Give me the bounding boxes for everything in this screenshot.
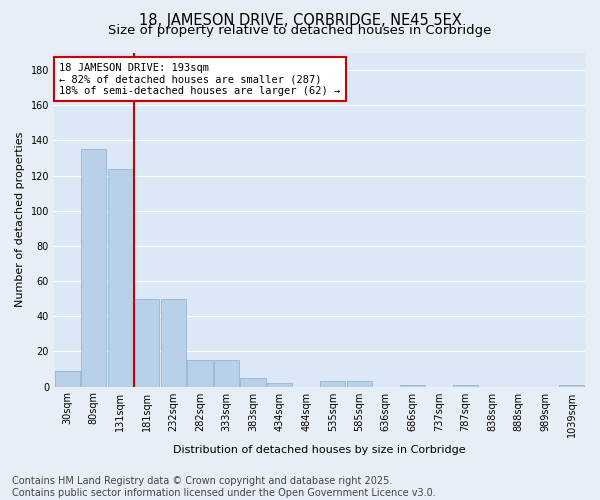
Bar (81, 149, 106, 386)
Bar (55, 370, 80, 386)
X-axis label: Distribution of detached houses by size in Corbridge: Distribution of detached houses by size … (173, 445, 466, 455)
Bar (559, 385, 584, 386)
Text: 18, JAMESON DRIVE, CORBRIDGE, NE45 5EX: 18, JAMESON DRIVE, CORBRIDGE, NE45 5EX (139, 12, 461, 28)
Text: 18 JAMESON DRIVE: 193sqm
← 82% of detached houses are smaller (287)
18% of semi-: 18 JAMESON DRIVE: 193sqm ← 82% of detach… (59, 62, 340, 96)
Bar (347, 382, 372, 386)
Bar (320, 382, 346, 386)
Bar (453, 385, 478, 386)
Bar (107, 168, 133, 386)
Bar (187, 360, 212, 386)
Text: Contains HM Land Registry data © Crown copyright and database right 2025.
Contai: Contains HM Land Registry data © Crown c… (12, 476, 436, 498)
Bar (400, 385, 425, 386)
Y-axis label: Number of detached properties: Number of detached properties (15, 132, 25, 307)
Text: Size of property relative to detached houses in Corbridge: Size of property relative to detached ho… (109, 24, 491, 37)
Bar (267, 383, 292, 386)
Bar (161, 298, 186, 386)
Bar (241, 378, 266, 386)
Bar (214, 360, 239, 386)
Bar (134, 298, 160, 386)
